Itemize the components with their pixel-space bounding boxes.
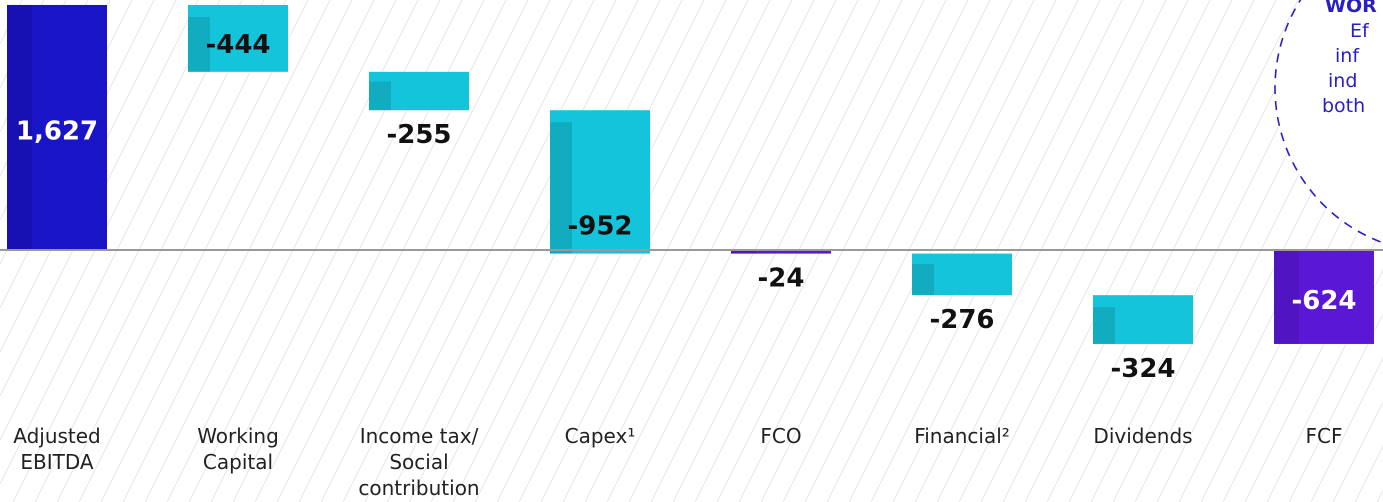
x-tick-label: FCO [760,424,801,448]
x-tick-label: Income tax/ [360,424,479,448]
annotation-line: both [1322,95,1365,117]
x-tick-label: Working [197,424,279,448]
annotation: WOR Ef inf ind both [1322,0,1377,117]
bar [550,110,650,254]
bar-shade [369,81,391,111]
bar [731,249,831,254]
annotation-line: ind [1328,70,1357,92]
bar-shade [550,122,572,254]
x-tick-label: Capex¹ [565,424,636,448]
value-label: -276 [929,305,994,335]
x-tick-label: FCF [1306,424,1343,448]
bar-shade [188,16,210,72]
value-label: -444 [205,30,270,60]
bar-shade [731,249,756,254]
annotation-bubble [1274,0,1383,244]
x-tick-label: Dividends [1093,424,1192,448]
value-label: 1,627 [16,116,98,146]
x-tick-label: contribution [358,476,479,500]
x-tick-label: Financial² [914,424,1010,448]
annotation-line: WOR [1325,0,1377,17]
annotation-line: Ef [1350,20,1370,42]
bar [912,253,1012,296]
value-label: -624 [1291,286,1356,316]
x-tick-label: Adjusted [13,424,101,448]
bar [369,71,469,111]
value-label: -324 [1110,354,1175,384]
bar [1274,249,1374,344]
bar [1093,295,1193,344]
annotation-line: inf [1335,45,1360,67]
bar-shade [912,263,934,296]
value-label: -255 [386,120,451,150]
bar [188,4,288,72]
value-label: -24 [758,264,805,294]
x-tick-label: Capital [203,450,273,474]
x-tick-label: Social [389,450,448,474]
bar-shade [1274,249,1299,344]
x-tick-label: EBITDA [20,450,94,474]
value-label: -952 [567,212,632,242]
bar-shade [1093,307,1115,344]
bar-shade [7,4,32,250]
bar [7,4,107,250]
